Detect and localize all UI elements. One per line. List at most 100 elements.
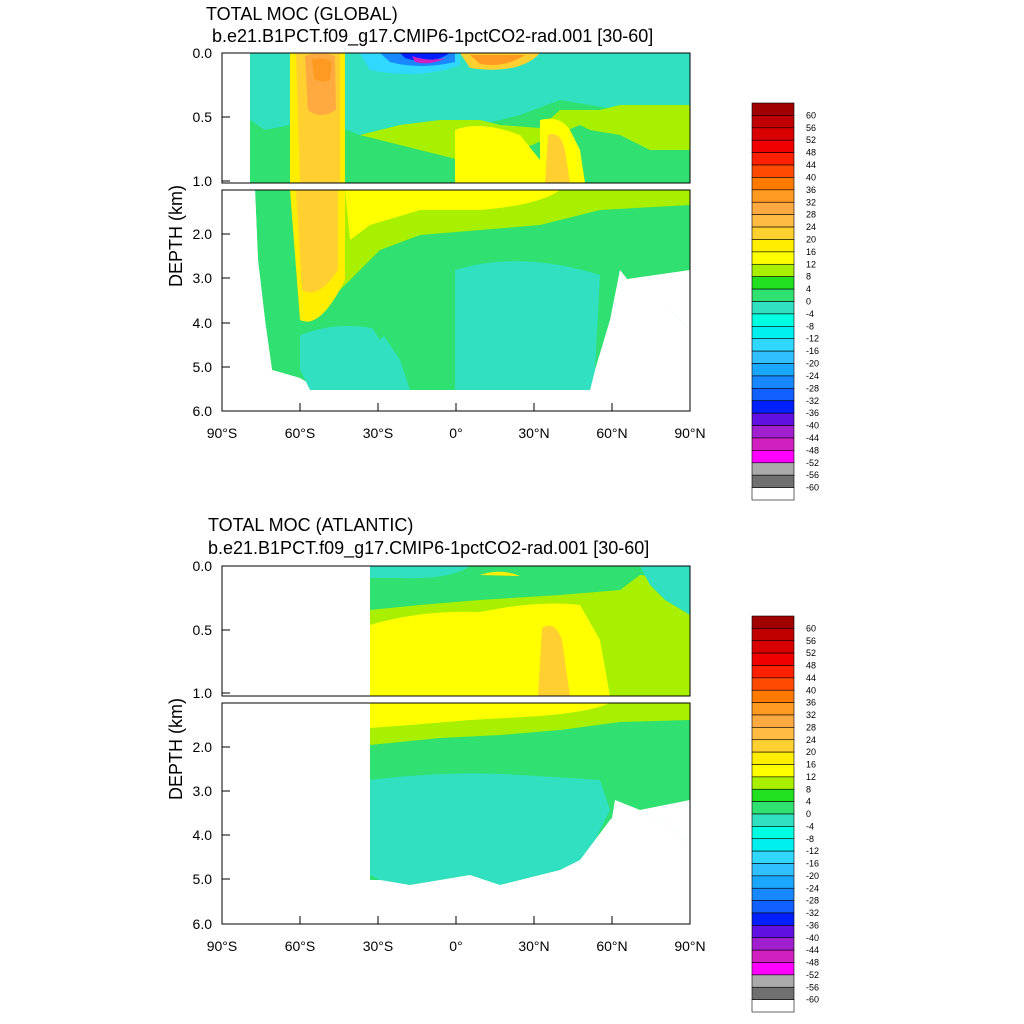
atlantic-colorbar-label: 44 [806,673,816,683]
global-colorbar-label: 4 [806,284,811,294]
atlantic-colorbar-segment [751,925,795,939]
global-colorbar-segment [751,201,795,215]
atlantic-colorbar-label: 4 [806,797,811,807]
atlantic-colorbar-segment [751,764,795,778]
global-colorbar-segment [751,189,795,203]
global-colorbar-label: -4 [806,309,814,319]
atlantic-upper-field [370,566,690,696]
atlantic-colorbar-segment [751,751,795,765]
atlantic-colorbar-segment [751,739,795,753]
global-colorbar-label: 12 [806,259,816,269]
atlantic-colorbar-label: 56 [806,636,816,646]
atlantic-colorbar-label: 40 [806,685,816,695]
global-colorbar-segment [751,437,795,451]
global-colorbar-label: -56 [806,470,819,480]
global-colorbar-label: 8 [806,272,811,282]
atlantic-colorbar-label: -12 [806,846,819,856]
global-colorbar-segment [751,239,795,253]
atlantic-colorbar-label: -28 [806,896,819,906]
global-colorbar-label: -52 [806,458,819,468]
global-title: TOTAL MOC (GLOBAL) [206,4,398,24]
atlantic-colorbar-segment [751,689,795,703]
global-colorbar-label: 48 [806,148,816,158]
atlantic-colorbar-label: -40 [806,933,819,943]
global-colorbar-label: 56 [806,123,816,133]
atlantic-colorbar-segment [751,912,795,926]
atlantic-colorbar-segment [751,628,795,642]
atlantic-ytick-label: 3.0 [193,783,213,799]
atlantic-colorbar-segment [751,875,795,889]
global-colorbar-label: -24 [806,371,819,381]
global-colorbar-segment [751,425,795,439]
atlantic-colorbar: 60565248444036322824201612840-4-8-12-16-… [751,615,819,1013]
global-ytick-label: 6.0 [193,403,213,419]
global-colorbar-label: -48 [806,445,819,455]
atlantic-colorbar-label: 24 [806,735,816,745]
atlantic-colorbar-label: -4 [806,821,814,831]
global-colorbar-segment [751,474,795,488]
atlantic-colorbar-label: 52 [806,648,816,658]
atlantic-x-ticks [221,916,691,924]
global-xtick-label: 60°S [285,425,316,441]
global-colorbar-label: 0 [806,297,811,307]
atlantic-colorbar-segment [751,652,795,666]
atlantic-xtick-label: 30°S [363,938,394,954]
global-colorbar-segment [751,177,795,191]
atlantic-colorbar-segment [751,702,795,716]
atlantic-colorbar-segment [751,974,795,988]
global-colorbar-segment [751,152,795,166]
global-ytick-label: 0.5 [193,109,213,125]
global-colorbar-label: 28 [806,210,816,220]
global-colorbar-label: 16 [806,247,816,257]
atlantic-colorbar-label: -52 [806,970,819,980]
global-y-axis-label: DEPTH (km) [166,185,186,287]
atlantic-colorbar-label: 12 [806,772,816,782]
global-subtitle: b.e21.B1PCT.f09_g17.CMIP6-1pctCO2-rad.00… [212,26,653,47]
global-colorbar-label: -60 [806,483,819,493]
atlantic-colorbar-label: 36 [806,698,816,708]
atlantic-ytick-label: 2.0 [193,739,213,755]
global-colorbar-segment [751,326,795,340]
global-colorbar-label: 20 [806,234,816,244]
global-colorbar-label: -12 [806,334,819,344]
atlantic-colorbar-segment [751,838,795,852]
atlantic-colorbar-segment [751,776,795,790]
global-colorbar-segment [751,462,795,476]
global-colorbar-segment [751,388,795,402]
atlantic-colorbar-segment [751,665,795,679]
global-x-ticks [221,403,691,411]
global-colorbar-segment [751,139,795,153]
atlantic-colorbar-label: -56 [806,982,819,992]
global-colorbar-label: 40 [806,172,816,182]
atlantic-xtick-label: 30°N [518,938,549,954]
atlantic-ytick-label: 1.0 [193,685,213,701]
atlantic-colorbar-label: 32 [806,710,816,720]
global-xtick-label: 30°S [363,425,394,441]
atlantic-y-axis-label: DEPTH (km) [166,698,186,800]
global-colorbar-label: -40 [806,421,819,431]
global-colorbar-segment [751,313,795,327]
global-xtick-label: 90°N [674,425,705,441]
atlantic-colorbar-label: 60 [806,623,816,633]
global-xtick-label: 60°N [596,425,627,441]
global-colorbar-segment [751,363,795,377]
global-y-ticks [222,52,230,412]
atlantic-colorbar-segment [751,714,795,728]
atlantic-y-ticks [222,565,230,925]
atlantic-xtick-label: 60°N [596,938,627,954]
global-colorbar-segment [751,338,795,352]
global-colorbar-label: 44 [806,160,816,170]
global-colorbar-segment [751,115,795,129]
atlantic-colorbar-segment [751,949,795,963]
atlantic-xtick-label: 0° [449,938,462,954]
atlantic-colorbar-segment [751,615,795,629]
global-colorbar-segment [751,127,795,141]
atlantic-xtick-label: 90°N [674,938,705,954]
global-colorbar-label: -44 [806,433,819,443]
global-xtick-label: 0° [449,425,462,441]
atlantic-upper-frame [221,565,691,697]
global-moc-panel: TOTAL MOC (GLOBAL) b.e21.B1PCT.f09_g17.C… [166,4,819,501]
atlantic-lower-field [370,703,690,924]
atlantic-colorbar-label: 8 [806,784,811,794]
